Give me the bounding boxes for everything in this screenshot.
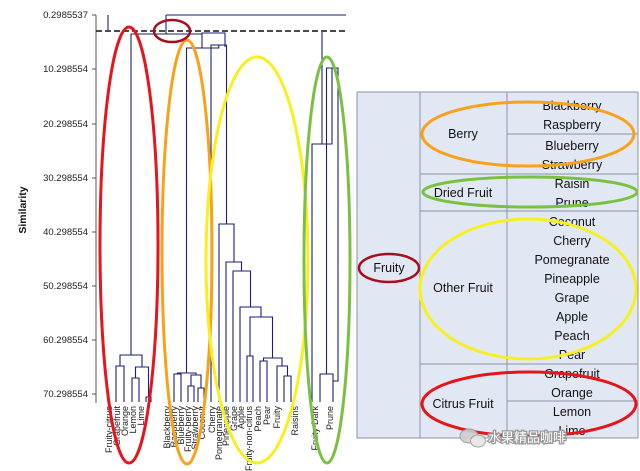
watermark: 水果精品咖啡 [459, 428, 567, 448]
leaf-label: Grape [229, 406, 239, 431]
dried-fruit-group-ellipse [421, 175, 639, 209]
leaf-label: Strawberry [190, 406, 200, 450]
leaf-label: Orange [120, 406, 130, 436]
fruity-root-ellipse [152, 18, 192, 44]
y-tick-label: 60.298554 [43, 335, 88, 346]
wechat-logo-icon [459, 428, 486, 448]
leaf-labels: Fruity-citrus Grapefruit Orange Lemon Li… [104, 406, 335, 471]
citrus-group-ellipse [420, 370, 638, 438]
table-item: Orange [551, 386, 593, 400]
y-ticks: 0.2985537 10.298554 20.298554 30.298554 … [43, 10, 96, 400]
other-fruit-cluster-ellipse [204, 55, 310, 465]
y-tick-label: 10.298554 [43, 64, 88, 75]
leaf-label: Lemon [128, 406, 138, 434]
table-root-label: Fruity [373, 261, 405, 275]
leaf-label: Apple [236, 406, 246, 429]
table-item: Pineapple [544, 272, 600, 286]
dendrogram-tree [107, 14, 346, 402]
leaf-label: Cherry [207, 406, 217, 434]
group-label-dried-fruit: Dried Fruit [434, 186, 493, 200]
citrus-cluster-ellipse [98, 25, 160, 465]
group-label-citrus-fruit: Citrus Fruit [432, 397, 494, 411]
leaf-label: Lime [136, 406, 146, 426]
leaf-label: Prune [325, 406, 335, 430]
table-item: Apple [556, 310, 588, 324]
y-tick-label: 30.298554 [43, 173, 88, 184]
leaf-label: Pear [262, 406, 272, 425]
y-tick-label: 50.298554 [43, 281, 88, 292]
dried-fruit-cluster-ellipse [302, 55, 352, 465]
hierarchy-table: Fruity Berry Dried Fruit Other Fruit Cit… [356, 91, 639, 439]
table-item: Raisin [555, 177, 590, 191]
y-axis-label: Similarity [17, 186, 29, 233]
y-tick-label: 20.298554 [43, 119, 88, 130]
leaf-label: Peach [253, 406, 263, 432]
watermark-text: 水果精品咖啡 [488, 431, 566, 446]
leaf-label: Pomegranate [214, 406, 224, 460]
table-item: Cherry [553, 234, 591, 248]
table-item: Blueberry [545, 139, 599, 153]
leaf-label: Fruity-berry [183, 406, 193, 453]
leaf-label: Fruity [272, 406, 282, 429]
fruity-root-ellipse [357, 252, 421, 284]
cluster-highlights [98, 18, 352, 466]
other-fruit-group-ellipse [418, 217, 638, 361]
y-tick-label: 0.2985537 [43, 10, 88, 21]
table-highlights [357, 100, 639, 438]
group-label-berry: Berry [448, 127, 479, 141]
leaf-label: Blueberry [176, 406, 186, 445]
table-item: Pomegranate [534, 253, 609, 267]
leaf-label: Fruity-citrus [104, 406, 114, 453]
group-label-other-fruit: Other Fruit [433, 281, 493, 295]
berry-group-ellipse [420, 100, 636, 168]
table-item: Peach [554, 329, 589, 343]
leaf-label: Blackberry [162, 406, 172, 449]
leaf-label: Pineapple [221, 406, 231, 446]
dendrogram-panel: Similarity 0.2985537 10.298554 20.298554… [17, 10, 352, 471]
table-item: Coconut [549, 215, 596, 229]
table-item: Grape [555, 291, 590, 305]
y-tick-label: 40.298554 [43, 227, 88, 238]
berry-cluster-ellipse [160, 38, 214, 466]
leaf-label: Fruity-non-citrus [244, 406, 254, 471]
y-tick-label: 70.298554 [43, 389, 88, 400]
table-item: Lemon [553, 405, 591, 419]
leaf-label: Raisins [290, 406, 300, 436]
leaf-label: Grapefruit [112, 406, 122, 447]
table-item: Raspberry [543, 118, 601, 132]
